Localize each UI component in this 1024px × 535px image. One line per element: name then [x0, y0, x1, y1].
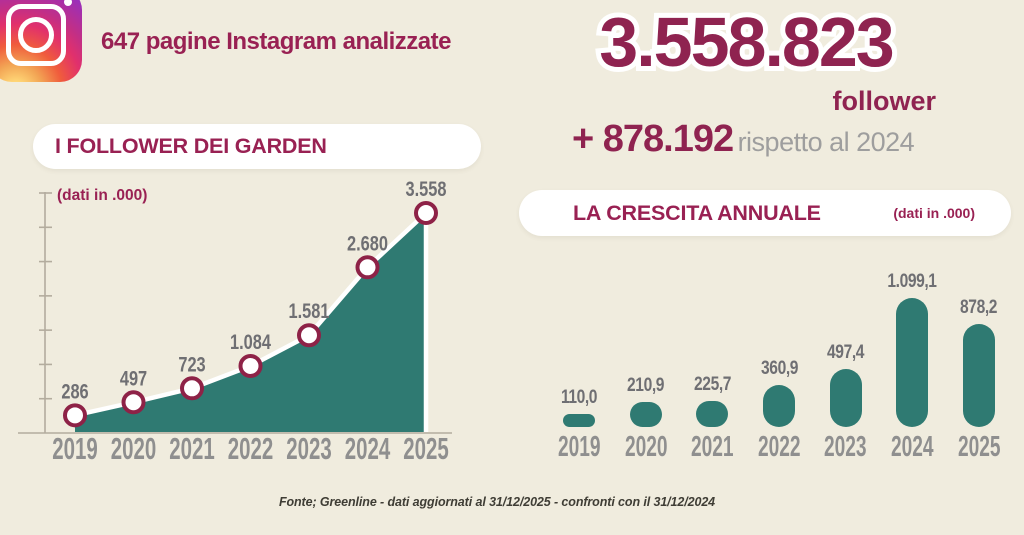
data-points: [63, 201, 438, 428]
bar-year-column: 2020: [613, 431, 680, 464]
bar-year-label: 2019: [557, 431, 601, 463]
bar-column: 110,0: [546, 387, 613, 427]
bar-year-column: 2019: [546, 431, 613, 464]
x-axis-year-labels: 2019 2020 2021 2022 2023 2024 2025: [52, 431, 448, 466]
bar-value-label: 210,9: [627, 375, 665, 397]
bar-year-column: 2023: [812, 431, 879, 464]
x-axis-year-label: 2023: [286, 431, 331, 466]
point-value-label: 723: [178, 352, 205, 375]
bar: [763, 384, 796, 427]
value-labels: 286 497 723 1.084 1.581 2.680 3.558: [61, 178, 446, 403]
x-axis-year-label: 2019: [52, 431, 97, 466]
point-value-label: 1.084: [230, 330, 271, 353]
bar-year-label: 2021: [691, 431, 734, 463]
point-value-label: 2.680: [347, 231, 388, 254]
x-axis-year-label: 2020: [111, 431, 156, 466]
bar-year-column: 2022: [746, 431, 813, 464]
bar-year-label: 2023: [824, 431, 867, 463]
data-point: [355, 255, 380, 280]
bar-year-label: 2020: [624, 431, 668, 463]
axes: [18, 192, 452, 434]
bar: [962, 323, 995, 427]
bar-year-column: 2021: [679, 431, 746, 464]
bar-year-labels-row: 2019 2020 2021 2022 2023 2024 2025: [546, 431, 1012, 464]
bars-row: 110,0 210,9 225,7 360,9 497,4 1.099,1 878,2: [546, 268, 1012, 427]
total-followers-label: follower: [832, 86, 936, 116]
growth-value: + 878.192: [572, 118, 734, 160]
bar: [696, 400, 729, 427]
bar: [829, 368, 862, 427]
right-chart-title: LA CRESCITA ANNUALE: [573, 200, 821, 225]
bar-value-label: 225,7: [693, 373, 731, 395]
pages-analyzed-title: 647 pagine Instagram analizzate: [101, 28, 451, 55]
bar-column: 225,7: [679, 373, 746, 427]
bar-year-label: 2024: [890, 431, 934, 463]
x-axis-year-label: 2022: [228, 431, 273, 466]
bar-value-label: 497,4: [827, 341, 865, 363]
x-axis-year-label: 2025: [403, 431, 448, 466]
bar-column: 878,2: [945, 297, 1012, 427]
bar: [563, 414, 596, 427]
x-axis-year-label: 2024: [345, 431, 391, 466]
left-chart-title-pill: I FOLLOWER DEI GARDEN: [33, 124, 481, 169]
data-point: [414, 201, 438, 225]
growth-comparison-label: rispetto al 2024: [737, 127, 915, 157]
y-axis-ticks: [39, 192, 52, 400]
left-chart-title: I FOLLOWER DEI GARDEN: [55, 134, 327, 158]
bar-year-label: 2025: [957, 431, 1001, 463]
bar-column: 497,4: [812, 342, 879, 427]
instagram-icon: [0, 0, 82, 82]
point-value-label: 286: [61, 379, 88, 402]
data-point: [180, 376, 204, 401]
bar-column: 210,9: [613, 375, 680, 427]
point-value-label: 497: [120, 366, 147, 389]
bar-value-label: 878,2: [960, 296, 998, 318]
data-point: [297, 323, 321, 348]
bar-column: 360,9: [746, 358, 813, 427]
total-followers-outline: 3.558.823: [594, 1, 899, 84]
instagram-camera-flash-dot: [64, 0, 72, 6]
point-value-label: 3.558: [406, 178, 447, 200]
bar: [629, 402, 662, 427]
bar-year-label: 2022: [757, 431, 801, 463]
growth-line: + 878.192 rispetto al 2024: [572, 118, 915, 161]
annual-growth-bar-chart: 110,0 210,9 225,7 360,9 497,4 1.099,1 878,2 20…: [546, 268, 1012, 464]
x-axis-year-label: 2021: [169, 431, 214, 466]
bar: [896, 298, 929, 427]
area-fill: [75, 213, 426, 432]
instagram-camera-frame: [6, 4, 66, 66]
bar-value-label: 110,0: [561, 387, 598, 409]
bar-year-column: 2025: [945, 431, 1012, 464]
bar-value-label: 1.099,1: [887, 271, 938, 292]
instagram-camera-lens: [18, 17, 54, 53]
source-note: Fonte; Greenline - dati aggiornati al 31…: [278, 495, 716, 509]
bar-value-label: 360,9: [760, 357, 798, 379]
data-point: [121, 390, 146, 415]
data-point: [238, 353, 263, 378]
right-chart-title-pill: LA CRESCITA ANNUALE (dati in .000): [519, 190, 1011, 236]
data-point: [63, 403, 87, 428]
total-followers-number: 3.558.823 3.558.823: [594, 1, 899, 84]
bar-column: 1.099,1: [879, 271, 946, 427]
right-chart-units-note: (dati in .000): [893, 205, 975, 221]
point-value-label: 1.581: [289, 299, 330, 322]
left-chart-units-note: (dati in .000): [57, 187, 148, 204]
bar-year-column: 2024: [879, 431, 946, 464]
